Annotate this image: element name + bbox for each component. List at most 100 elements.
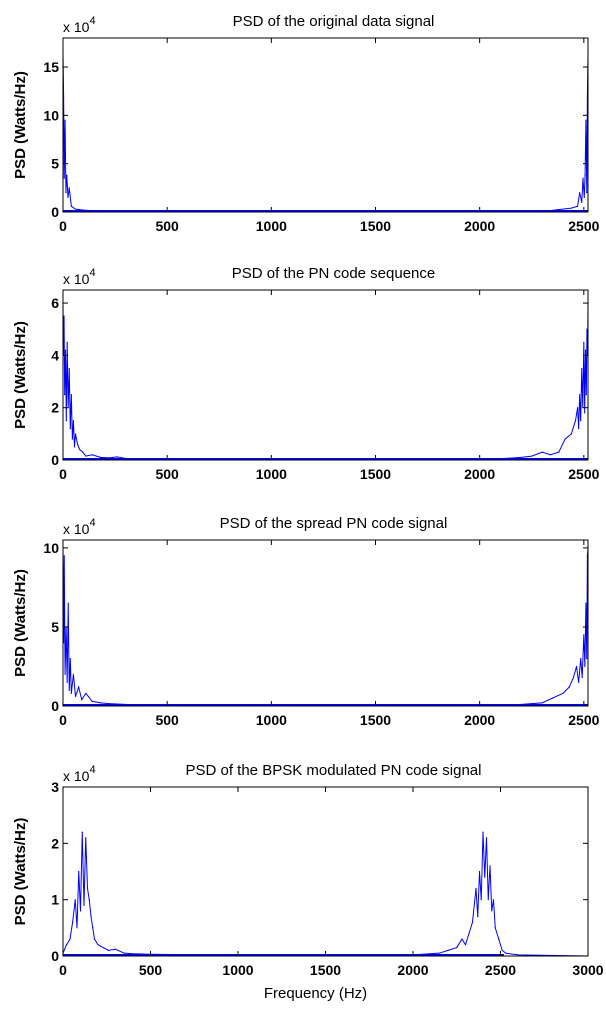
data-point <box>438 952 440 954</box>
data-point <box>72 921 74 923</box>
data-point <box>468 932 470 935</box>
data-point <box>63 177 65 179</box>
data-point <box>487 899 489 901</box>
subplot-2: 0 500 1000 1500 2000 2500 0 2 4 6 PSD of the PN co… <box>12 265 600 482</box>
data-point <box>114 948 117 950</box>
data-point <box>76 927 78 929</box>
data-point <box>66 174 68 176</box>
data-point <box>85 692 87 694</box>
x-tick-label: 1500 <box>360 712 391 728</box>
data-point <box>498 938 500 940</box>
data-point <box>116 456 118 458</box>
data-point <box>581 367 583 370</box>
data-point <box>480 899 482 901</box>
data-point <box>68 187 70 189</box>
data-point <box>72 420 75 422</box>
data-point <box>581 676 583 679</box>
data-point <box>580 420 582 422</box>
data-point <box>78 870 80 873</box>
x-tick-label: 500 <box>155 466 179 482</box>
data-point <box>86 887 89 890</box>
y-axis-label: PSD (Watts/Hz) <box>12 321 29 429</box>
data-point <box>92 927 94 929</box>
data-point <box>99 702 102 704</box>
y-tick-label: 4 <box>51 347 59 363</box>
chart-title: PSD of the BPSK modulated PN code signal <box>185 762 481 779</box>
data-point <box>66 341 68 343</box>
x-tick-label: 3000 <box>572 962 603 978</box>
y-tick-label: 2 <box>51 400 59 416</box>
data-point <box>65 420 67 422</box>
data-point <box>123 952 125 954</box>
data-point <box>67 602 69 604</box>
x-tick-label: 0 <box>59 466 67 482</box>
axes-box <box>62 539 589 707</box>
y-axis-label: PSD (Watts/Hz) <box>12 569 29 677</box>
data-point <box>475 887 477 890</box>
x-tick-label: 1500 <box>360 466 391 482</box>
y-axis-label: PSD (Watts/Hz) <box>12 71 29 179</box>
x-tick-label: 1000 <box>256 218 287 234</box>
data-point <box>492 899 495 901</box>
data-point <box>505 952 507 954</box>
data-point <box>574 420 577 422</box>
x-tick-label: 2000 <box>397 962 428 978</box>
chart-title: PSD of the spread PN code signal <box>220 515 448 532</box>
exponent-base: x 10 <box>63 521 90 537</box>
x-tick-label: 500 <box>139 962 163 978</box>
data-point <box>69 657 71 660</box>
exponent-power: 4 <box>89 267 95 279</box>
data-point <box>582 177 584 179</box>
x-tick-label: 1000 <box>256 466 287 482</box>
exponent-power: 4 <box>89 15 95 27</box>
data-point <box>74 433 77 435</box>
data-point <box>71 438 73 440</box>
data-point <box>586 192 588 194</box>
exponent-power: 4 <box>89 517 95 529</box>
data-point <box>74 695 77 698</box>
data-point <box>107 949 110 951</box>
data-point <box>73 446 76 448</box>
data-point <box>570 207 572 209</box>
x-tick-label: 1500 <box>360 218 391 234</box>
data-point <box>79 448 81 451</box>
data-point <box>85 455 87 457</box>
exponent-power: 4 <box>89 764 95 776</box>
data-point <box>581 201 583 203</box>
y-exponent-label: x 104 <box>63 517 96 537</box>
data-point <box>494 927 496 929</box>
data-point <box>586 328 588 330</box>
data-point <box>456 946 458 949</box>
y-tick-label: 3 <box>51 779 59 795</box>
data-point <box>517 954 519 956</box>
data-point <box>564 438 566 440</box>
data-point <box>70 692 72 694</box>
plot-area <box>63 38 588 212</box>
y-axis-label: PSD (Watts/Hz) <box>12 818 29 926</box>
plot-area <box>63 787 588 956</box>
data-point <box>471 921 474 923</box>
data-point <box>578 428 580 430</box>
data-point <box>63 555 65 557</box>
x-tick-label: 2000 <box>464 218 495 234</box>
y-tick-label: 0 <box>51 698 59 714</box>
exponent-base: x 10 <box>63 271 90 287</box>
data-point <box>579 192 581 194</box>
data-point <box>558 451 560 453</box>
data-point <box>578 681 580 683</box>
data-point <box>68 367 70 370</box>
data-point <box>580 657 582 660</box>
data-point <box>572 676 575 679</box>
data-point <box>491 910 493 912</box>
data-point <box>69 428 71 430</box>
data-point <box>478 870 481 873</box>
data-point <box>570 433 572 435</box>
data-point <box>477 915 479 918</box>
x-tick-label: 2500 <box>568 466 599 482</box>
data-point <box>568 686 570 688</box>
data-point <box>447 949 449 951</box>
subplot-1: 0 500 1000 1500 2000 2500 0 5 10 15 PSD of the ori… <box>12 13 600 234</box>
x-tick-label: 1000 <box>256 712 287 728</box>
data-point <box>585 602 587 604</box>
x-axis-label: Frequency (Hz) <box>264 985 367 1002</box>
